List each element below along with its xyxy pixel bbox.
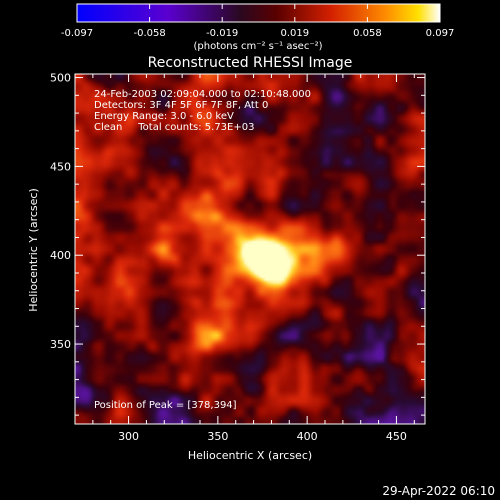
y-axis-label: Heliocentric Y (arcsec): [27, 188, 40, 312]
chart-title: Reconstructed RHESSI Image: [148, 55, 353, 71]
annotation-counts: Clean Total counts: 5.73E+03: [94, 122, 254, 133]
annotation-energy: Energy Range: 3.0 - 6.0 keV: [94, 111, 234, 122]
footer-timestamp: 29-Apr-2022 06:10: [382, 484, 495, 498]
x-axis-label: Heliocentric X (arcsec): [188, 449, 312, 462]
peak-position-label: Position of Peak = [378,394]: [94, 400, 237, 411]
y-tick-label: 350: [50, 338, 71, 351]
colorbar: [76, 3, 441, 23]
colorbar-units: (photons cm⁻² s⁻¹ asec⁻²): [193, 41, 322, 52]
x-tick-label: 450: [386, 430, 407, 443]
colorbar-ticks: -0.097 -0.058 -0.019 0.019 0.058 0.097: [61, 4, 454, 39]
colorbar-tick-label: 0.097: [426, 28, 455, 39]
colorbar-tick-label: -0.097: [61, 28, 93, 39]
heatmap-image: [75, 74, 425, 424]
colorbar-tick-label: -0.058: [133, 28, 165, 39]
annotation-detectors: Detectors: 3F 4F 5F 6F 7F 8F, Att 0: [94, 100, 268, 111]
colorbar-tick-label: 0.019: [280, 28, 309, 39]
colorbar-tick-label: -0.019: [206, 28, 238, 39]
axis-ticks: 300 350 400 450 350 400 450 500: [50, 72, 425, 443]
x-tick-label: 350: [207, 430, 228, 443]
y-tick-label: 450: [50, 160, 71, 173]
x-tick-label: 300: [118, 430, 139, 443]
annotation-time: 24-Feb-2003 02:09:04.000 to 02:10:48.000: [94, 89, 311, 100]
y-tick-label: 500: [50, 72, 71, 85]
y-tick-label: 400: [50, 249, 71, 262]
colorbar-tick-label: 0.058: [353, 28, 382, 39]
plot-frame: [74, 73, 426, 425]
x-tick-label: 400: [297, 430, 318, 443]
